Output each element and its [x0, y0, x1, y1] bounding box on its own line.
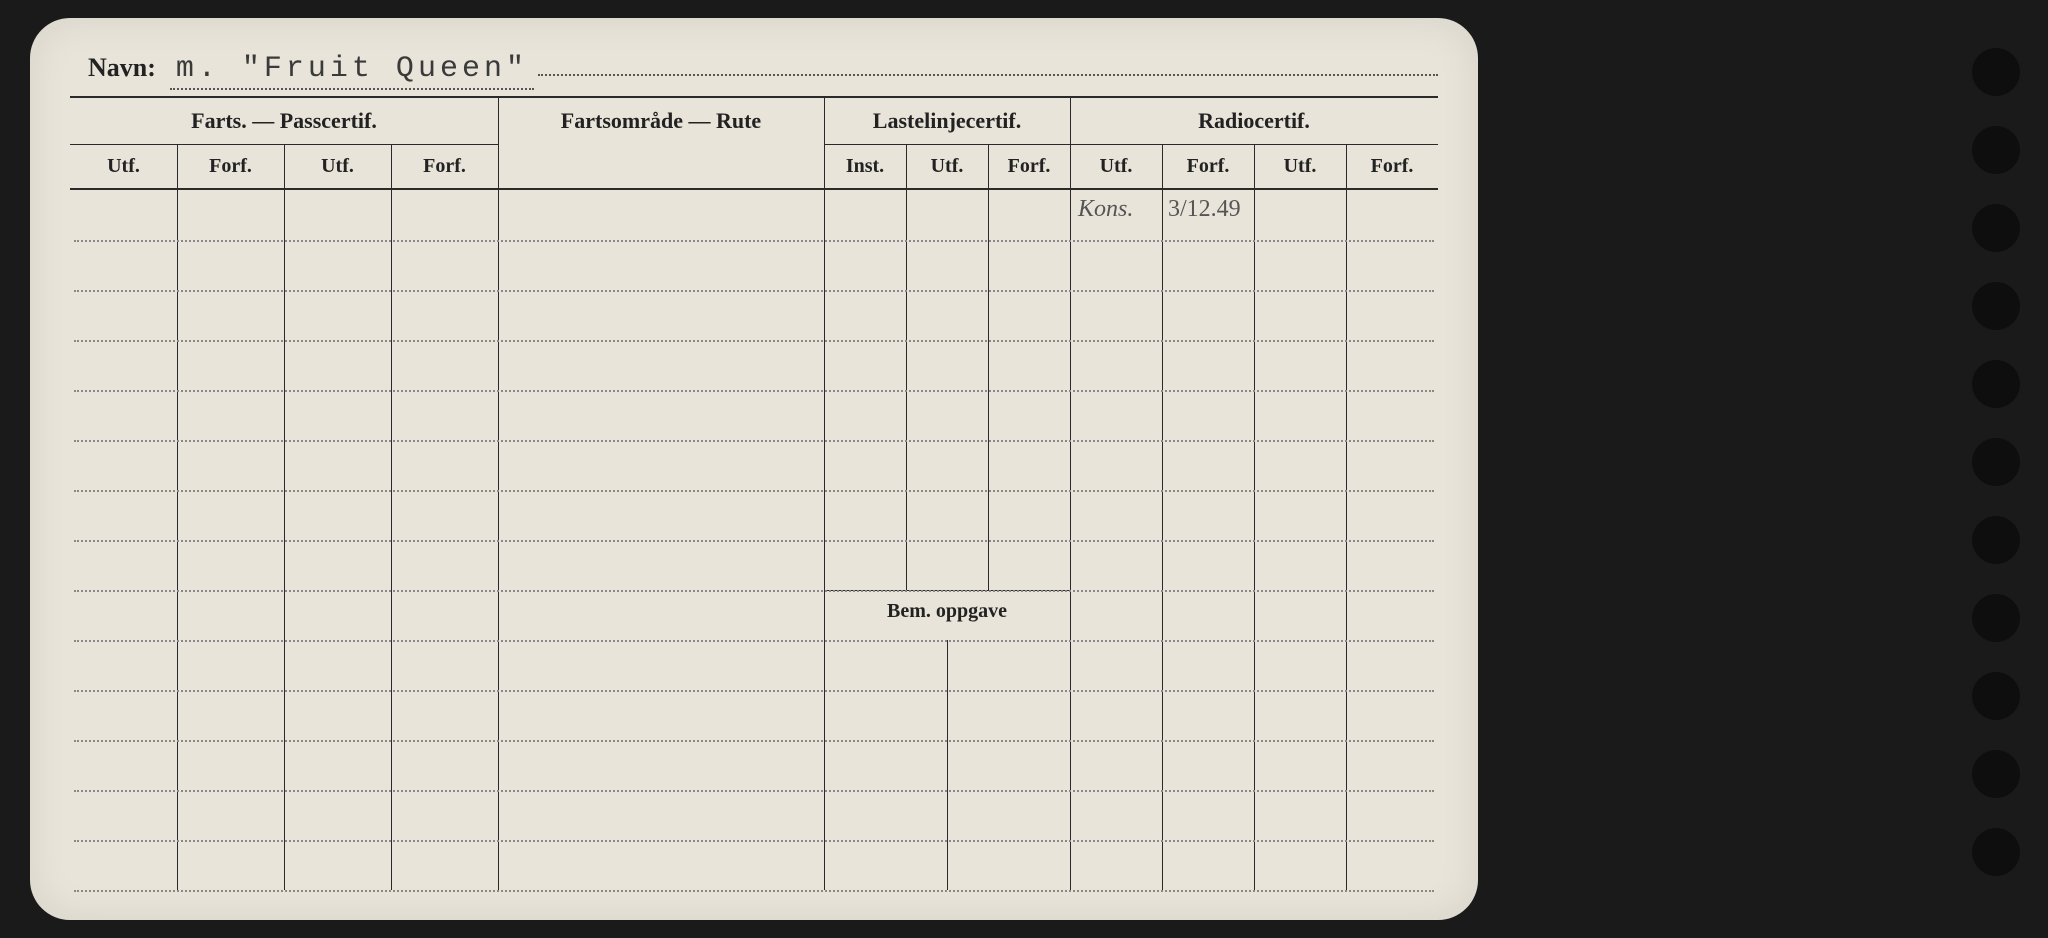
radio-title: Radiocertif.: [1070, 98, 1438, 145]
laste-col-1: Utf.: [906, 144, 989, 188]
hole-icon: [1972, 672, 2020, 720]
laste-title: Lastelinjecertif.: [824, 98, 1070, 145]
radio-col-3: Forf.: [1346, 144, 1438, 188]
hole-icon: [1972, 750, 2020, 798]
hole-icon: [1972, 282, 2020, 330]
hole-icon: [1972, 594, 2020, 642]
navn-row: Navn: m. "Fruit Queen": [70, 48, 1438, 98]
dotted-rows: [70, 190, 1438, 890]
hole-icon: [1972, 126, 2020, 174]
rute-title: Fartsområde — Rute: [498, 98, 824, 189]
dotted-row: [74, 890, 1434, 892]
hole-icon: [1972, 204, 2020, 252]
navn-dotted-line: [538, 74, 1438, 76]
card-inner: Navn: m. "Fruit Queen" Farts. — Passcert…: [70, 48, 1438, 890]
hole-icon: [1972, 516, 2020, 564]
dotted-row: [74, 690, 1434, 692]
dotted-row: [74, 290, 1434, 292]
dotted-row: [74, 340, 1434, 342]
hole-icon: [1972, 360, 2020, 408]
index-card: Navn: m. "Fruit Queen" Farts. — Passcert…: [30, 18, 1478, 920]
farts-col-2: Utf.: [284, 144, 392, 188]
navn-label: Navn:: [88, 53, 156, 83]
table-grid: Farts. — Passcertif. Utf. Forf. Utf. For…: [70, 98, 1438, 890]
hole-icon: [1972, 828, 2020, 876]
dotted-row: [74, 390, 1434, 392]
radio-col-1: Forf.: [1162, 144, 1255, 188]
farts-title: Farts. — Passcertif.: [70, 98, 498, 145]
farts-col-1: Forf.: [177, 144, 285, 188]
radio-col-2: Utf.: [1254, 144, 1347, 188]
navn-value: m. "Fruit Queen": [170, 52, 534, 90]
hole-icon: [1972, 48, 2020, 96]
dotted-row: [74, 640, 1434, 642]
dotted-row: [74, 540, 1434, 542]
dotted-row: [74, 440, 1434, 442]
hole-icon: [1972, 438, 2020, 486]
dotted-row: [74, 490, 1434, 492]
laste-col-2: Forf.: [988, 144, 1070, 188]
dotted-row: [74, 790, 1434, 792]
dotted-row: [74, 740, 1434, 742]
farts-col-0: Utf.: [70, 144, 178, 188]
dotted-row: [74, 840, 1434, 842]
dotted-row: [74, 240, 1434, 242]
radio-col-0: Utf.: [1070, 144, 1163, 188]
binder-holes: [1972, 48, 2020, 876]
dotted-row: [74, 590, 1434, 592]
laste-col-0: Inst.: [824, 144, 907, 188]
farts-col-3: Forf.: [391, 144, 498, 188]
